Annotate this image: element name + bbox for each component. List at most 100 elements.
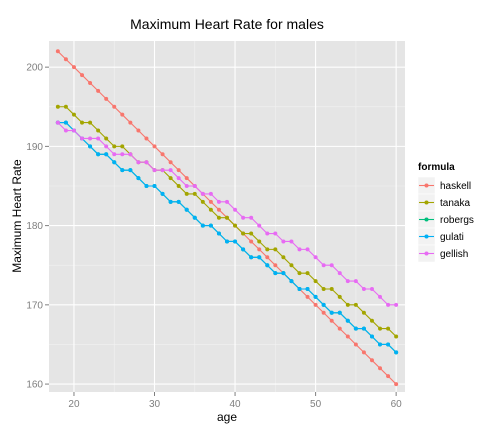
legend-point-gulati	[424, 234, 429, 239]
data-point-gulati	[184, 207, 189, 212]
data-point-haskell	[337, 326, 342, 331]
data-point-tanaka	[225, 215, 229, 220]
data-point-haskell	[112, 104, 117, 109]
data-point-tanaka	[386, 326, 391, 331]
data-point-gulati	[386, 342, 391, 347]
data-point-gellish	[321, 263, 326, 268]
data-point-tanaka	[184, 191, 189, 196]
data-point-tanaka	[80, 120, 85, 125]
data-point-gellish	[208, 191, 213, 196]
data-point-gellish	[369, 286, 374, 291]
data-point-gellish	[249, 215, 254, 220]
chart-title: Maximum Heart Rate for males	[130, 16, 324, 32]
data-point-haskell	[176, 168, 181, 173]
data-point-haskell	[378, 366, 383, 371]
legend-point-gellish	[424, 251, 429, 256]
data-point-gellish	[96, 136, 101, 141]
data-point-tanaka	[265, 247, 270, 252]
x-axis: 20 30 40 50 60	[68, 392, 402, 410]
y-axis-title: Maximum Heart Rate	[10, 159, 24, 273]
data-point-tanaka	[168, 176, 173, 181]
data-point-tanaka	[63, 104, 68, 109]
x-tick-label: 40	[229, 399, 241, 410]
legend-point-tanaka	[424, 200, 429, 205]
data-point-tanaka	[361, 310, 366, 315]
data-point-tanaka	[120, 144, 125, 149]
data-point-tanaka	[233, 223, 238, 228]
data-point-haskell	[63, 57, 68, 62]
data-point-gulati	[168, 199, 173, 204]
data-point-tanaka	[249, 231, 254, 236]
x-tick-label: 20	[68, 399, 80, 410]
data-point-haskell	[136, 128, 141, 133]
data-point-haskell	[329, 318, 334, 323]
data-point-tanaka	[297, 271, 302, 276]
data-point-gellish	[152, 168, 157, 173]
data-point-gellish	[168, 168, 173, 173]
x-axis-title: age	[217, 410, 237, 424]
data-point-gulati	[249, 255, 254, 260]
data-point-haskell	[80, 73, 85, 78]
data-point-haskell	[257, 247, 262, 252]
data-point-gellish	[225, 199, 229, 204]
data-point-gellish	[297, 247, 302, 252]
data-point-gellish	[200, 191, 205, 196]
data-point-haskell	[71, 65, 76, 70]
data-point-gellish	[273, 231, 278, 236]
series-gellish	[55, 120, 399, 307]
data-point-haskell	[216, 207, 221, 212]
data-point-gellish	[144, 160, 149, 165]
x-tick-label: 30	[149, 399, 161, 410]
legend-point-robergs	[424, 217, 429, 222]
data-point-gellish	[176, 176, 181, 181]
data-point-gulati	[160, 191, 165, 196]
data-point-haskell	[321, 310, 326, 315]
data-point-tanaka	[96, 128, 101, 133]
data-point-gellish	[265, 231, 270, 236]
data-point-haskell	[345, 334, 350, 339]
data-point-gulati	[305, 286, 310, 291]
y-tick-label: 170	[26, 300, 43, 311]
data-point-tanaka	[257, 239, 262, 244]
data-point-gellish	[112, 152, 117, 157]
data-point-tanaka	[208, 207, 213, 212]
data-point-gulati	[112, 160, 117, 165]
data-point-haskell	[144, 136, 149, 141]
data-point-gulati	[353, 326, 358, 331]
data-point-gellish	[80, 136, 85, 141]
data-point-gulati	[281, 271, 286, 276]
data-point-haskell	[88, 80, 93, 85]
data-point-gellish	[55, 120, 60, 125]
data-point-gellish	[233, 207, 238, 212]
data-point-gellish	[184, 183, 189, 188]
data-point-tanaka	[345, 302, 350, 307]
data-point-gulati	[361, 326, 366, 331]
grid-lines	[49, 41, 405, 392]
data-point-tanaka	[281, 255, 286, 260]
data-point-gellish	[386, 302, 391, 307]
data-point-gulati	[136, 176, 141, 181]
data-point-gellish	[241, 215, 246, 220]
data-point-gellish	[289, 239, 294, 244]
data-point-gulati	[192, 215, 197, 220]
data-point-haskell	[353, 342, 358, 347]
data-point-gellish	[378, 294, 383, 299]
data-point-gulati	[88, 144, 93, 149]
data-point-tanaka	[71, 112, 76, 117]
legend-label-tanaka: tanaka	[440, 198, 470, 209]
data-point-haskell	[305, 294, 310, 299]
y-tick-label: 160	[26, 380, 43, 391]
data-point-haskell	[120, 112, 125, 117]
data-point-tanaka	[241, 231, 246, 236]
x-tick-label: 60	[391, 399, 403, 410]
data-point-gellish	[136, 160, 141, 165]
data-point-gellish	[71, 128, 76, 133]
data-point-gellish	[353, 279, 358, 284]
legend: formula haskell tanaka robergs gulati gellis…	[417, 162, 474, 263]
data-point-haskell	[273, 263, 278, 268]
data-point-gulati	[378, 342, 383, 347]
data-point-gellish	[394, 302, 399, 307]
legend-label-gellish: gellish	[440, 249, 468, 260]
data-point-gulati	[297, 286, 302, 291]
